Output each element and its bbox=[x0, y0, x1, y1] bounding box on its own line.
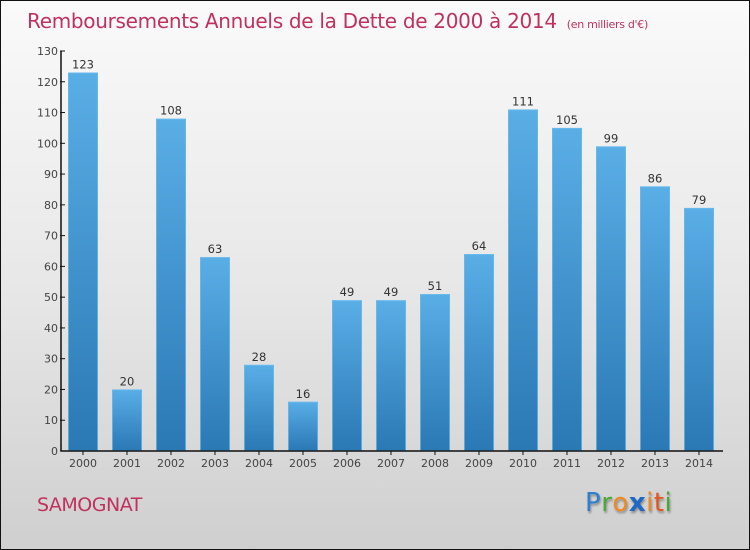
y-tick-label: 10 bbox=[44, 414, 58, 427]
value-label: 111 bbox=[512, 94, 534, 108]
x-tick-label: 2008 bbox=[421, 457, 449, 470]
logo-letter: x bbox=[628, 488, 647, 518]
x-tick-label: 2014 bbox=[685, 457, 713, 470]
bar-2010 bbox=[508, 109, 538, 451]
bar-2001 bbox=[112, 389, 142, 451]
x-tick-label: 2007 bbox=[377, 457, 405, 470]
value-label: 16 bbox=[296, 387, 311, 401]
bar-2006 bbox=[332, 300, 362, 451]
value-label: 99 bbox=[604, 131, 619, 145]
bar-2011 bbox=[552, 127, 582, 451]
bar-2002 bbox=[156, 118, 186, 451]
value-label: 49 bbox=[340, 285, 355, 299]
y-tick-label: 60 bbox=[44, 260, 58, 273]
value-labels-group: 123 20 108 63 28 16 49 49 51 64 111 105 99 86 79 bbox=[72, 58, 706, 401]
x-tick-label: 2012 bbox=[597, 457, 625, 470]
bar-2005 bbox=[288, 401, 318, 451]
value-label: 105 bbox=[556, 113, 578, 127]
bars-group bbox=[68, 72, 714, 452]
y-tick-label: 50 bbox=[44, 291, 58, 304]
y-tick-label: 0 bbox=[51, 445, 58, 458]
x-tick-label: 2009 bbox=[465, 457, 493, 470]
y-tick-label: 90 bbox=[44, 168, 58, 181]
y-tick-label: 20 bbox=[44, 383, 58, 396]
logo-letter: i bbox=[646, 488, 654, 518]
x-tick-label: 2003 bbox=[201, 457, 229, 470]
y-tick-label: 100 bbox=[37, 137, 58, 150]
title-unit: (en milliers d'€) bbox=[566, 18, 648, 31]
logo-letter: P bbox=[585, 488, 602, 518]
value-label: 28 bbox=[252, 350, 267, 364]
chart-title: Remboursements Annuels de la Dette de 20… bbox=[27, 9, 648, 33]
bar-2004 bbox=[244, 364, 274, 451]
bar-2000 bbox=[68, 72, 98, 452]
bar-2009 bbox=[464, 254, 494, 451]
y-tick-label: 130 bbox=[37, 45, 58, 58]
bar-2003 bbox=[200, 257, 230, 451]
logo-letter: o bbox=[612, 488, 629, 518]
y-tick-label: 110 bbox=[37, 107, 58, 120]
x-tick-label: 2004 bbox=[245, 457, 273, 470]
value-label: 49 bbox=[384, 285, 399, 299]
y-tick-label: 30 bbox=[44, 353, 58, 366]
value-label: 63 bbox=[208, 242, 223, 256]
y-tick-label: 70 bbox=[44, 230, 58, 243]
value-label: 51 bbox=[428, 279, 443, 293]
value-label: 86 bbox=[648, 171, 663, 185]
bar-2012 bbox=[596, 146, 626, 451]
logo-letter: i bbox=[664, 488, 673, 518]
x-tick-label: 2013 bbox=[641, 457, 669, 470]
y-tick-label: 40 bbox=[44, 322, 58, 335]
bar-2014 bbox=[684, 207, 714, 451]
x-tick-label: 2000 bbox=[69, 457, 97, 470]
y-tick-label: 80 bbox=[44, 199, 58, 212]
value-label: 123 bbox=[72, 58, 94, 72]
value-label: 108 bbox=[160, 104, 182, 118]
value-label: 20 bbox=[120, 374, 135, 388]
bar-2008 bbox=[420, 294, 450, 451]
x-tick-label: 2001 bbox=[113, 457, 141, 470]
value-label: 64 bbox=[472, 239, 487, 253]
x-tick-label: 2005 bbox=[289, 457, 317, 470]
proxiti-logo[interactable]: Proxiti bbox=[585, 488, 672, 518]
y-tick-label: 120 bbox=[37, 76, 58, 89]
bar-2007 bbox=[376, 300, 406, 451]
y-axis: 0 10 20 30 40 50 60 70 80 90 100 110 120 130 bbox=[37, 45, 65, 458]
logo-letter: t bbox=[653, 488, 665, 518]
bar-2013 bbox=[640, 186, 670, 451]
x-tick-label: 2006 bbox=[333, 457, 361, 470]
title-text: Remboursements Annuels de la Dette de 20… bbox=[27, 9, 557, 33]
x-tick-label: 2010 bbox=[509, 457, 537, 470]
logo-letter: r bbox=[601, 488, 613, 518]
x-tick-label: 2011 bbox=[553, 457, 581, 470]
commune-name: SAMOGNAT bbox=[37, 494, 142, 516]
x-axis: 2000 2001 2002 2003 2004 2005 2006 2007 2008 2009… bbox=[61, 450, 723, 470]
x-tick-label: 2002 bbox=[157, 457, 185, 470]
value-label: 79 bbox=[692, 193, 707, 207]
